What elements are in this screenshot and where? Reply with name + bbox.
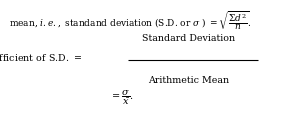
Text: Standard Deviation: Standard Deviation: [142, 34, 235, 43]
Text: Arithmetic Mean: Arithmetic Mean: [148, 76, 229, 85]
Text: $= \dfrac{\sigma}{\bar{x}}.$: $= \dfrac{\sigma}{\bar{x}}.$: [110, 88, 133, 107]
Text: Co-efficient of S.D. $=$: Co-efficient of S.D. $=$: [0, 52, 82, 63]
Text: mean, $i.e.,$ standand deviation (S.D. or $\sigma$ ) $= \sqrt{\dfrac{\Sigma d^2}: mean, $i.e.,$ standand deviation (S.D. o…: [9, 10, 252, 33]
